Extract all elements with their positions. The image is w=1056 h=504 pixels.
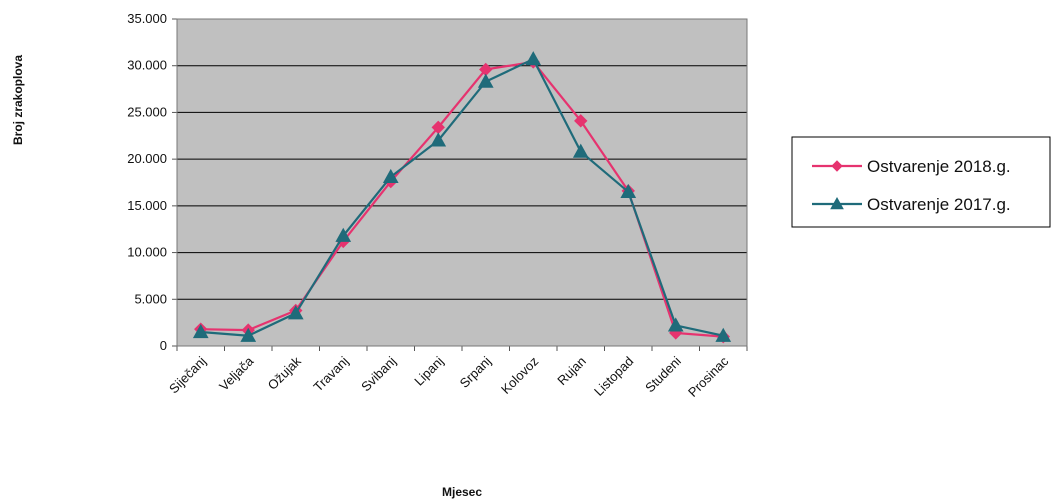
- y-tick-label: 25.000: [127, 104, 167, 119]
- y-tick-label: 35.000: [127, 11, 167, 26]
- series-2: [192, 51, 732, 342]
- legend: Ostvarenje 2018.g. Ostvarenje 2017.g.: [791, 136, 1051, 228]
- data-point: [715, 327, 732, 342]
- legend-marker: [831, 160, 843, 172]
- legend-label: Ostvarenje 2018.g.: [867, 157, 1011, 176]
- x-tick-label: Rujan: [554, 354, 589, 389]
- y-tick-label: 10.000: [127, 245, 167, 260]
- data-point: [287, 305, 304, 320]
- y-axis-title: Broj zrakoplova: [11, 55, 25, 145]
- legend-box: [791, 136, 1051, 228]
- x-tick-label: Lipanj: [411, 353, 446, 388]
- legend-label: Ostvarenje 2017.g.: [867, 195, 1011, 214]
- x-tick-label: Prosinac: [685, 353, 732, 400]
- legend-item: Ostvarenje 2018.g.: [812, 157, 1011, 176]
- y-tick-label: 15.000: [127, 198, 167, 213]
- y-tick-label: 5.000: [134, 291, 167, 306]
- x-axis-title: Mjesec: [442, 485, 482, 499]
- data-point: [240, 327, 257, 342]
- data-point: [382, 168, 399, 183]
- x-tick-label: Listopad: [591, 354, 636, 399]
- data-point: [574, 114, 588, 128]
- data-point: [620, 183, 637, 198]
- legend-marker: [830, 196, 844, 210]
- x-tick-label: Kolovoz: [498, 354, 541, 397]
- x-tick-label: Travanj: [310, 353, 351, 394]
- x-tick-label: Srpanj: [457, 353, 494, 390]
- data-point: [477, 73, 494, 88]
- plot-area: [177, 19, 747, 346]
- x-tick-label: Studeni: [642, 353, 684, 395]
- series-line: [200, 57, 724, 337]
- plot-border: [176, 18, 748, 347]
- legend-item: Ostvarenje 2017.g.: [812, 195, 1011, 214]
- y-tick-label: 20.000: [127, 151, 167, 166]
- y-tick-label: 30.000: [127, 58, 167, 73]
- x-tick-label: Svibanj: [358, 353, 399, 394]
- data-point: [525, 51, 542, 66]
- x-tick-label: Siječanj: [166, 353, 209, 396]
- y-tick-label: 0: [160, 338, 167, 353]
- data-point: [192, 323, 209, 339]
- data-point: [667, 317, 684, 332]
- x-tick-label: Ožujak: [265, 353, 305, 393]
- x-tick-label: Veljača: [216, 353, 257, 394]
- data-point: [430, 132, 447, 147]
- data-point: [335, 227, 352, 242]
- data-point: [572, 143, 589, 158]
